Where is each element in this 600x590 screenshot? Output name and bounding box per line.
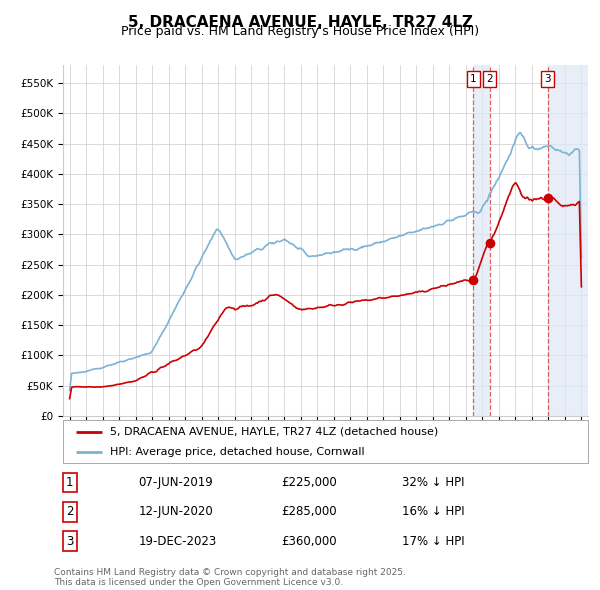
Text: £225,000: £225,000 [281, 476, 337, 489]
Text: 5, DRACAENA AVENUE, HAYLE, TR27 4LZ: 5, DRACAENA AVENUE, HAYLE, TR27 4LZ [128, 15, 473, 30]
Bar [548, 65, 590, 416]
Text: £285,000: £285,000 [281, 505, 337, 519]
Text: HPI: Average price, detached house, Cornwall: HPI: Average price, detached house, Corn… [110, 447, 365, 457]
Text: 16% ↓ HPI: 16% ↓ HPI [403, 505, 465, 519]
Text: Price paid vs. HM Land Registry's House Price Index (HPI): Price paid vs. HM Land Registry's House … [121, 25, 479, 38]
Text: Contains HM Land Registry data © Crown copyright and database right 2025.
This d: Contains HM Land Registry data © Crown c… [54, 568, 406, 587]
Text: 12-JUN-2020: 12-JUN-2020 [139, 505, 213, 519]
Bar [473, 65, 490, 416]
Text: 32% ↓ HPI: 32% ↓ HPI [403, 476, 465, 489]
Text: 3: 3 [66, 535, 74, 548]
Text: 19-DEC-2023: 19-DEC-2023 [139, 535, 217, 548]
Text: 2: 2 [66, 505, 74, 519]
Text: 1: 1 [66, 476, 74, 489]
Text: 17% ↓ HPI: 17% ↓ HPI [403, 535, 465, 548]
Text: 2: 2 [486, 74, 493, 84]
Text: 1: 1 [470, 74, 476, 84]
Text: 07-JUN-2019: 07-JUN-2019 [139, 476, 213, 489]
Text: 3: 3 [544, 74, 551, 84]
Text: 5, DRACAENA AVENUE, HAYLE, TR27 4LZ (detached house): 5, DRACAENA AVENUE, HAYLE, TR27 4LZ (det… [110, 427, 439, 437]
Text: £360,000: £360,000 [281, 535, 337, 548]
